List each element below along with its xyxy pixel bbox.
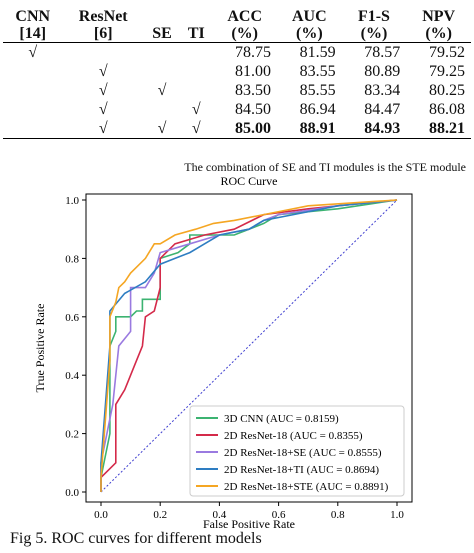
table-cell-acc: 83.50 — [235, 81, 271, 99]
table-cell-ti — [180, 62, 212, 81]
table-cell-ti: √ — [180, 118, 213, 139]
col-header-f1: F1-S (%) — [341, 0, 407, 43]
table-cell-cnn — [3, 100, 63, 119]
table-cell-npv: 88.21 — [406, 118, 471, 139]
table-row: √ 81.00 83.55 80.89 79.25 — [3, 62, 471, 81]
table-cell-resnet: √ — [98, 62, 108, 80]
roc-figure: ROC Curve False Positive Rate True Positiv… — [0, 170, 474, 535]
table-cell-auc: 83.55 — [299, 62, 336, 80]
chance-diagonal — [100, 199, 398, 493]
table-row: √ √ 84.50 86.94 84.47 86.08 — [3, 100, 471, 119]
y-tick-label: 0.6 — [65, 312, 79, 324]
legend-entry: 2D ResNet-18+SE (AUC = 0.8555) — [224, 447, 382, 459]
results-table: CNN [14] ResNet [6] SE TI ACC (%) AUC (%) F1… — [3, 0, 471, 139]
table-cell-auc: 85.55 — [299, 81, 336, 99]
table-cell-cnn — [3, 81, 63, 100]
x-tick-label: 0.0 — [94, 509, 108, 521]
y-tick-label: 0.8 — [65, 253, 79, 265]
table-cell-resnet: √ — [98, 100, 108, 118]
x-tick-label: 0.2 — [153, 509, 167, 521]
plot-frame — [85, 193, 413, 503]
x-axis-label: False Positive Rate — [203, 517, 295, 530]
roc-curve-2 — [100, 199, 398, 492]
col-header-npv: NPV (%) — [406, 0, 471, 43]
y-tick-label: 0.0 — [65, 487, 79, 499]
table-cell-cnn — [3, 118, 63, 139]
y-tick-label: 1.0 — [65, 195, 79, 207]
table-cell-resnet: √ — [62, 118, 144, 139]
table-cell-f1: 80.89 — [364, 62, 401, 80]
table-cell-cnn: √ — [28, 43, 38, 61]
table-cell-npv: 79.52 — [429, 43, 465, 61]
table-cell-acc: 84.50 — [235, 100, 271, 118]
roc-curve-1 — [100, 199, 398, 492]
col-header-ti: TI — [180, 0, 213, 43]
table-cell-ti — [180, 81, 212, 100]
table-row: √ 78.75 81.59 78.57 79.52 — [3, 42, 471, 62]
roc-chart: ROC Curve False Positive Rate True Positiv… — [33, 174, 413, 531]
table-note: The combination of SE and TI modules is … — [184, 160, 466, 174]
roc-curve-3 — [100, 199, 398, 492]
table-cell-f1: 78.57 — [364, 43, 401, 61]
table-cell-ti: √ — [191, 100, 201, 118]
results-table-section: CNN [14] ResNet [6] SE TI ACC (%) AUC (%) F1… — [0, 0, 474, 174]
table-cell-npv: 79.25 — [429, 62, 465, 80]
chart-title: ROC Curve — [221, 174, 278, 188]
col-header-resnet: ResNet [6] — [62, 0, 144, 43]
table-cell-resnet: √ — [98, 81, 108, 99]
x-tick-label: 0.4 — [213, 509, 227, 521]
table-cell-f1: 83.34 — [364, 81, 401, 99]
table-cell-ti — [180, 42, 212, 62]
table-row: √ √ 83.50 85.55 83.34 80.25 — [3, 81, 471, 100]
table-cell-auc: 86.94 — [299, 100, 336, 118]
table-cell-auc: 88.91 — [277, 118, 342, 139]
legend-entry: 3D CNN (AUC = 0.8159) — [224, 413, 339, 425]
legend-entry: 2D ResNet-18 (AUC = 0.8355) — [224, 430, 363, 442]
table-cell-acc: 85.00 — [212, 118, 277, 139]
col-header-se: SE — [143, 0, 181, 43]
x-tick-label: 0.8 — [331, 509, 345, 521]
table-cell-auc: 81.59 — [299, 43, 336, 61]
table-cell-se: √ — [143, 118, 181, 139]
roc-curve-5 — [100, 199, 398, 492]
y-tick-label: 0.2 — [65, 429, 79, 441]
table-row: √ √ √ 85.00 88.91 84.93 88.21 — [3, 118, 471, 139]
table-cell-f1: 84.93 — [341, 118, 407, 139]
table-cell-se: √ — [157, 81, 167, 99]
table-cell-npv: 80.25 — [429, 81, 465, 99]
table-cell-cnn — [3, 62, 63, 81]
col-header-cnn: CNN [14] — [3, 0, 63, 43]
y-tick-label: 0.4 — [65, 370, 79, 382]
x-tick-label: 1.0 — [390, 509, 404, 521]
y-axis-label: True Positive Rate — [33, 304, 47, 393]
table-cell-se — [144, 42, 180, 62]
legend-box — [189, 405, 405, 497]
table-cell-resnet — [63, 42, 144, 62]
legend-entry: 2D ResNet-18+TI (AUC = 0.8694) — [224, 464, 379, 476]
x-tick-label: 0.6 — [272, 509, 286, 521]
table-cell-acc: 78.75 — [235, 43, 271, 61]
table-cell-se — [144, 100, 180, 119]
legend-entry: 2D ResNet-18+STE (AUC = 0.8891) — [224, 481, 389, 493]
table-cell-f1: 84.47 — [364, 100, 401, 118]
col-header-auc: AUC (%) — [277, 0, 342, 43]
table-cell-npv: 86.08 — [429, 100, 465, 118]
table-cell-se — [144, 62, 180, 81]
table-header-row: CNN [14] ResNet [6] SE TI ACC (%) AUC (%) F1… — [3, 0, 471, 43]
figure-caption: Fig 5. ROC curves for different models — [10, 530, 262, 547]
col-header-acc: ACC (%) — [212, 0, 277, 43]
table-cell-acc: 81.00 — [235, 62, 271, 80]
